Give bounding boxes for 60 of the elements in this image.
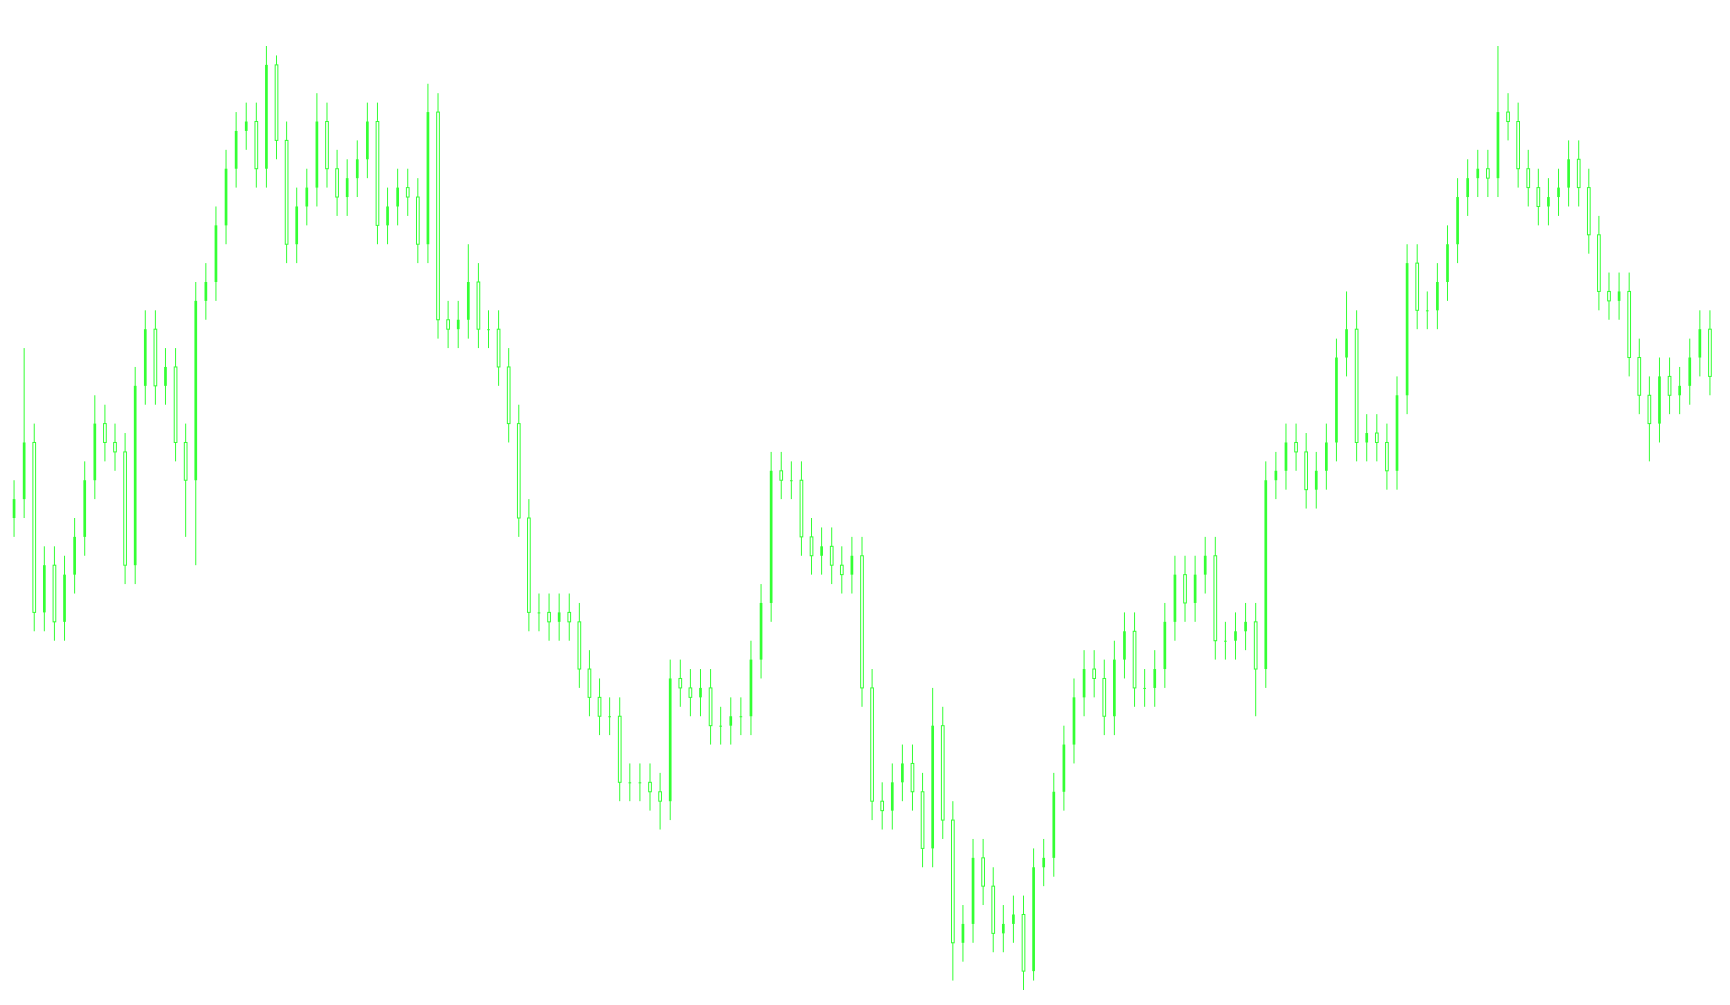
candlestick <box>1365 413 1369 462</box>
candlestick <box>1234 611 1237 661</box>
candlestick <box>164 347 167 406</box>
candlestick <box>487 309 490 349</box>
candlestick <box>113 423 117 472</box>
candlestick <box>1667 357 1672 415</box>
candlestick <box>809 517 814 576</box>
candlestick <box>1526 149 1531 207</box>
candlestick <box>386 187 389 245</box>
candlestick <box>699 668 702 717</box>
candlestick <box>1314 451 1318 510</box>
candlestick <box>456 300 460 349</box>
candlestick <box>345 158 349 217</box>
candlestick <box>567 593 572 642</box>
candlestick <box>648 762 652 812</box>
candlestick <box>103 404 107 462</box>
candlestick <box>1506 92 1510 141</box>
candlestick <box>1486 149 1490 198</box>
candlestick <box>1607 272 1611 321</box>
candlestick <box>1425 290 1429 330</box>
candlestick <box>719 706 723 746</box>
candlestick <box>628 762 632 802</box>
candlestick <box>608 696 611 736</box>
candlestick <box>1001 904 1005 953</box>
candlestick <box>355 139 359 198</box>
candlestick <box>1557 168 1560 217</box>
candlestick <box>396 168 399 226</box>
candlestick <box>1012 895 1015 944</box>
candlestick <box>597 677 602 736</box>
candlestick <box>880 781 885 831</box>
candlestick <box>405 168 410 217</box>
candlestick <box>729 696 733 746</box>
candlestick <box>557 593 561 642</box>
candlestick <box>1547 177 1550 226</box>
candlestick <box>547 593 551 642</box>
candlestick <box>1153 649 1157 708</box>
candlestick <box>678 659 683 708</box>
candlestick <box>829 526 834 585</box>
candlestick <box>1466 158 1470 217</box>
candlestick <box>688 668 693 717</box>
candlestick <box>305 168 309 226</box>
candlestick <box>446 300 450 349</box>
candlestick <box>839 545 844 595</box>
candlestick <box>1042 838 1046 887</box>
candlestick <box>1203 536 1207 595</box>
candlestick <box>1224 621 1227 661</box>
candlestick <box>779 451 784 500</box>
candlestick <box>1536 168 1541 226</box>
candlestick <box>1143 668 1146 708</box>
candlestick <box>244 102 248 151</box>
candlestick <box>789 460 793 500</box>
candlestick <box>658 772 662 831</box>
candlestick <box>901 744 904 802</box>
candlestick <box>1294 423 1298 472</box>
candlestick <box>1476 149 1480 198</box>
candlestick <box>1092 649 1097 698</box>
candlestick <box>1678 366 1681 415</box>
candlestick <box>1244 602 1247 651</box>
candlestick <box>820 526 823 576</box>
candlestick <box>1374 413 1379 462</box>
